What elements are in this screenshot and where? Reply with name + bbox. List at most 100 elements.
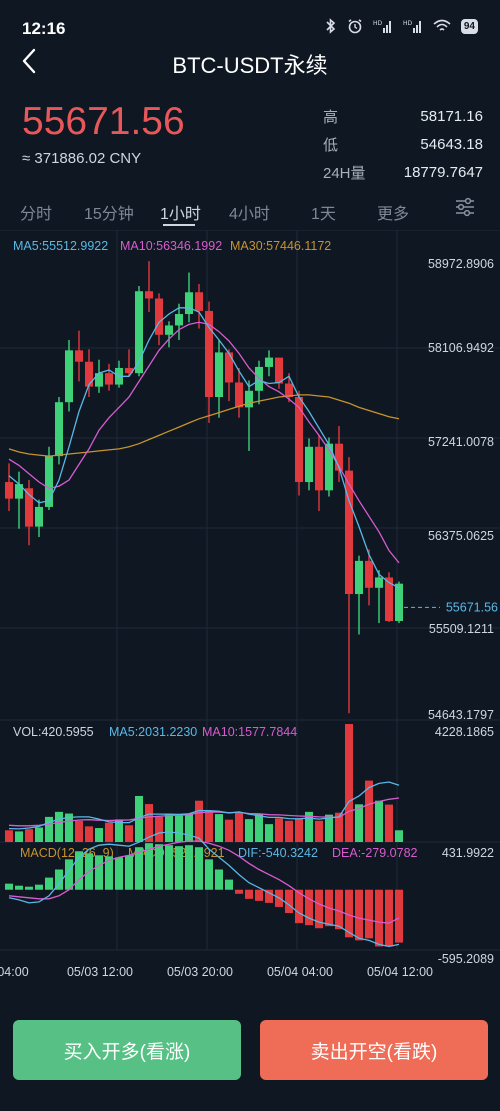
volume-bar (145, 804, 153, 842)
candle-body (5, 482, 13, 499)
volume-bar (165, 813, 173, 842)
buy-long-button[interactable]: 买入开多(看涨) (13, 1020, 241, 1080)
candle-body (235, 382, 243, 408)
candle-body (195, 292, 203, 311)
candle-body (325, 443, 333, 491)
time-axis-label: 05/04 04:00 (267, 965, 333, 979)
macd-bar (315, 889, 323, 929)
macd-bar (395, 889, 403, 943)
volume-axis-max: 4228.1865 (435, 725, 494, 739)
macd-legend-item: DEA:-279.0782 (332, 846, 418, 860)
last-price-tag: 55671.56 (446, 600, 498, 614)
volume-bar (345, 724, 353, 842)
macd-dea-line (8, 840, 400, 924)
price-axis-label: 57241.0078 (428, 435, 494, 449)
sell-short-button[interactable]: 卖出开空(看跌) (260, 1020, 488, 1080)
time-axis-label: 04:00 (0, 965, 29, 979)
volume-ma5-line (8, 781, 400, 830)
candle-body (65, 350, 73, 403)
volume-bar (105, 822, 113, 842)
tab-time-sharing[interactable]: 分时 (20, 206, 53, 223)
price-axis-label: 58106.9492 (428, 341, 494, 355)
macd-bar (185, 845, 193, 890)
candle-body (295, 397, 303, 483)
volume-bar (285, 820, 293, 842)
time-axis-label: 05/03 20:00 (167, 965, 233, 979)
volume-bar (95, 828, 103, 842)
volume-legend-item: VOL:420.5955 (13, 725, 94, 739)
alarm-icon (348, 19, 362, 34)
volume-bar (215, 814, 223, 842)
ma-legend: MA5:55512.9922 MA10:56346.1992 MA30:57446.… (13, 239, 331, 253)
macd-bar (205, 859, 213, 890)
volume-bar (225, 819, 233, 842)
macd-bar (375, 889, 383, 947)
price-axis-label: 56375.0625 (428, 529, 494, 543)
volume-bar (335, 812, 343, 842)
macd-bar (25, 886, 33, 890)
macd-bar (165, 845, 173, 890)
kline-chart[interactable]: MA5:55512.9922 MA10:56346.1992 MA30:57446.… (0, 230, 500, 990)
tab-15min[interactable]: 15分钟 (84, 206, 134, 223)
tab-1day[interactable]: 1天 (311, 206, 336, 223)
macd-bar (55, 869, 63, 890)
battery-icon: 94 (460, 18, 478, 34)
volume-bar (15, 831, 23, 842)
volume-bar (295, 818, 303, 842)
candle-body (105, 373, 113, 385)
stat-low-label: 低 (323, 136, 339, 154)
back-arrow-icon[interactable] (18, 46, 46, 76)
volume-bar (65, 813, 73, 842)
macd-bar (5, 883, 13, 890)
status-bar: 12:16 HD HD 94 (0, 0, 500, 44)
macd-bar (225, 879, 233, 890)
macd-bar (235, 889, 243, 894)
macd-bar (175, 846, 183, 890)
battery-level: 94 (463, 20, 475, 32)
volume-legend-item: MA5:2031.2230 (109, 725, 197, 739)
candle-body (175, 314, 183, 326)
tab-1hour[interactable]: 1小时 (160, 206, 201, 223)
candle-body (185, 292, 193, 315)
candle-body (275, 357, 283, 384)
price-axis-label: 58972.8906 (428, 257, 494, 271)
indicator-settings-icon[interactable] (454, 194, 476, 220)
macd-bar (335, 889, 343, 930)
volume-bar (35, 827, 43, 842)
time-axis: 04:00 05/03 12:00 05/03 20:00 05/04 04:00 05… (0, 965, 433, 979)
stat-high-label: 高 (323, 108, 339, 126)
tab-4hour[interactable]: 4小时 (229, 206, 270, 223)
candle-body (305, 446, 313, 483)
tab-more[interactable]: 更多 (377, 206, 410, 223)
candle-body (75, 350, 83, 362)
ma10-line (8, 321, 400, 564)
volume-bars (5, 724, 403, 842)
candle-body (375, 577, 383, 588)
page-title: BTC-USDT永续 (172, 53, 328, 78)
volume-bar (275, 818, 283, 842)
macd-histogram (5, 831, 403, 948)
macd-bar (365, 889, 373, 939)
volume-legend: VOL:420.5955 MA5:2031.2230 MA10:1577.7844 4… (13, 725, 494, 739)
candle-body (135, 291, 143, 374)
interval-tabs: 分时 15分钟 1小时 4小时 1天 更多 (0, 194, 500, 226)
macd-bar (355, 889, 363, 941)
macd-legend-item: DIF:-540.3242 (238, 846, 318, 860)
volume-bar (85, 826, 93, 842)
macd-bar (45, 877, 53, 890)
volume-bar (365, 780, 373, 842)
volume-bar (125, 825, 133, 842)
volume-bar (375, 800, 383, 842)
candle-body (365, 560, 373, 588)
candle-body (345, 470, 353, 595)
price-axis-label: 54643.1797 (428, 708, 494, 722)
candle-body (35, 506, 43, 527)
svg-text:HD: HD (403, 20, 413, 27)
candle-body (385, 577, 393, 621)
volume-bar (155, 816, 163, 842)
trade-actions: 买入开多(看涨) 卖出开空(看跌) (0, 1000, 500, 1111)
cny-value: ≈ 371886.02 CNY (22, 150, 142, 167)
macd-bar (95, 855, 103, 890)
ma-legend-item: MA30:57446.1172 (230, 239, 331, 253)
signal-hd-2-icon: HD (403, 20, 421, 33)
